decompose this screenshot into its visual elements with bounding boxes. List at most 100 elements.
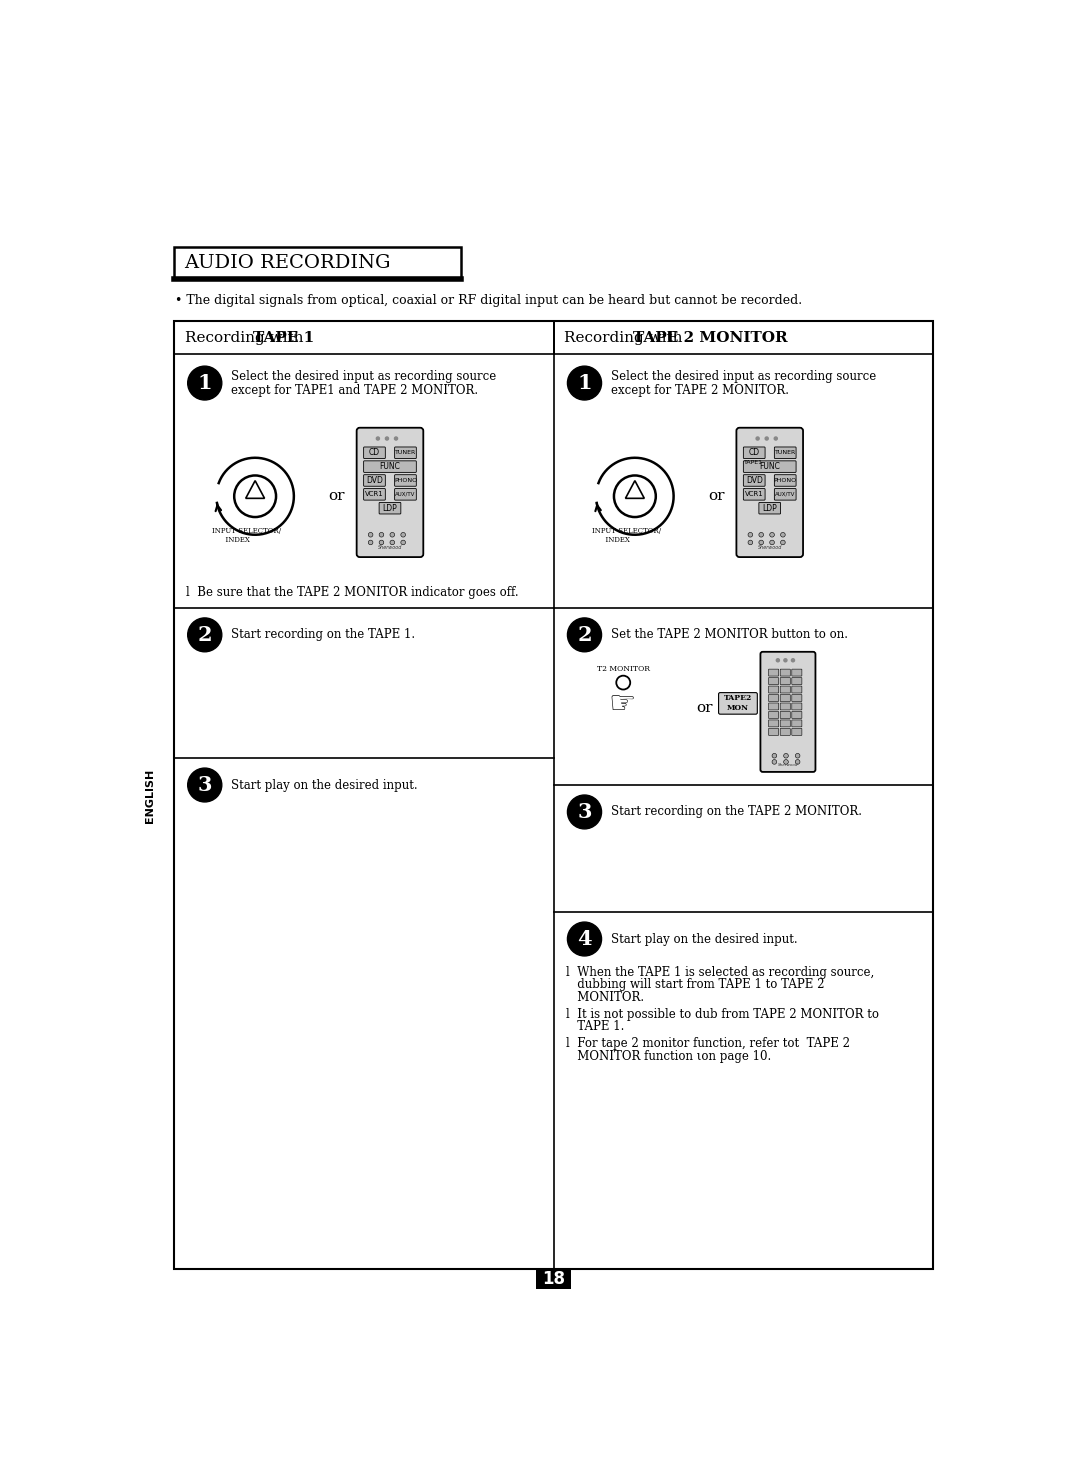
Text: TUNER: TUNER (395, 450, 416, 456)
FancyBboxPatch shape (780, 695, 791, 701)
FancyBboxPatch shape (759, 503, 781, 515)
Text: 2: 2 (577, 624, 592, 645)
Text: except for TAPE 2 MONITOR.: except for TAPE 2 MONITOR. (611, 385, 788, 398)
Text: except for TAPE1 and TAPE 2 MONITOR.: except for TAPE1 and TAPE 2 MONITOR. (231, 385, 478, 398)
Text: LDP: LDP (382, 504, 397, 513)
Text: TAPE 1: TAPE 1 (253, 331, 314, 345)
Circle shape (567, 796, 602, 828)
Text: 3: 3 (577, 802, 592, 822)
Circle shape (795, 753, 800, 759)
Text: DVD: DVD (746, 476, 762, 485)
FancyBboxPatch shape (769, 703, 779, 710)
Circle shape (784, 753, 788, 759)
Circle shape (759, 540, 764, 544)
Text: Sherwood: Sherwood (778, 763, 798, 768)
FancyBboxPatch shape (774, 488, 796, 500)
Circle shape (379, 532, 383, 537)
Circle shape (748, 532, 753, 537)
FancyBboxPatch shape (769, 686, 779, 694)
FancyBboxPatch shape (780, 720, 791, 726)
Circle shape (781, 540, 785, 544)
FancyBboxPatch shape (769, 729, 779, 735)
Circle shape (765, 436, 768, 441)
Text: TUNER: TUNER (774, 450, 796, 456)
FancyBboxPatch shape (792, 686, 801, 694)
Circle shape (567, 367, 602, 399)
Text: TAPE 1.: TAPE 1. (566, 1021, 624, 1034)
Circle shape (401, 540, 405, 544)
Text: 18: 18 (542, 1269, 565, 1288)
FancyBboxPatch shape (792, 703, 801, 710)
FancyBboxPatch shape (780, 729, 791, 735)
Text: Start play on the desired input.: Start play on the desired input. (231, 778, 418, 791)
FancyBboxPatch shape (769, 669, 779, 676)
Text: 1: 1 (577, 373, 592, 393)
Text: T2 MONITOR: T2 MONITOR (597, 664, 650, 673)
Bar (174, 321, 933, 1269)
Text: or: or (697, 701, 713, 714)
Circle shape (386, 436, 389, 441)
Circle shape (617, 676, 631, 689)
Text: 2: 2 (198, 624, 212, 645)
FancyBboxPatch shape (792, 695, 801, 701)
Text: Select the desired input as recording source: Select the desired input as recording so… (231, 370, 497, 383)
Text: Start recording on the TAPE 1.: Start recording on the TAPE 1. (231, 629, 415, 642)
Text: 3: 3 (198, 775, 212, 796)
Text: ENGLISH: ENGLISH (146, 768, 156, 822)
Text: MONITOR.: MONITOR. (566, 991, 644, 1004)
Polygon shape (625, 481, 645, 498)
Circle shape (784, 760, 788, 765)
Circle shape (756, 436, 759, 441)
FancyBboxPatch shape (769, 677, 779, 685)
FancyBboxPatch shape (364, 475, 386, 487)
FancyBboxPatch shape (780, 677, 791, 685)
FancyBboxPatch shape (364, 447, 386, 458)
FancyBboxPatch shape (780, 686, 791, 694)
Text: VCR1: VCR1 (745, 491, 764, 497)
Circle shape (235, 478, 274, 515)
FancyBboxPatch shape (394, 488, 416, 500)
Circle shape (748, 540, 753, 544)
FancyBboxPatch shape (774, 475, 796, 487)
Circle shape (188, 367, 221, 399)
FancyBboxPatch shape (792, 711, 801, 719)
FancyBboxPatch shape (792, 677, 801, 685)
FancyBboxPatch shape (769, 695, 779, 701)
Text: TAPE 2 MONITOR: TAPE 2 MONITOR (633, 331, 787, 345)
Text: DVD: DVD (366, 476, 383, 485)
Circle shape (613, 475, 656, 518)
Text: or: or (328, 490, 345, 503)
Text: l  For tape 2 monitor function, refer tot  TAPE 2: l For tape 2 monitor function, refer tot… (566, 1037, 850, 1050)
Bar (537, 1268, 570, 1290)
Text: CD: CD (748, 448, 760, 457)
FancyBboxPatch shape (379, 503, 401, 515)
Bar (174, 247, 460, 280)
Circle shape (777, 658, 780, 661)
FancyBboxPatch shape (364, 488, 386, 500)
Circle shape (772, 760, 777, 765)
FancyBboxPatch shape (394, 447, 416, 458)
FancyBboxPatch shape (780, 711, 791, 719)
Text: AUX/TV: AUX/TV (395, 493, 416, 497)
Text: CD: CD (369, 448, 380, 457)
Circle shape (781, 532, 785, 537)
FancyBboxPatch shape (769, 711, 779, 719)
Circle shape (188, 768, 221, 802)
Text: 4: 4 (577, 929, 592, 950)
Text: ☞: ☞ (608, 689, 635, 719)
Text: l  It is not possible to dub from TAPE 2 MONITOR to: l It is not possible to dub from TAPE 2 … (566, 1007, 879, 1021)
Circle shape (390, 532, 394, 537)
Text: Start play on the desired input.: Start play on the desired input. (611, 933, 797, 945)
FancyBboxPatch shape (737, 427, 804, 558)
Text: PHONO: PHONO (773, 478, 797, 484)
Text: INPUT SELECTOR/
      INDEX: INPUT SELECTOR/ INDEX (592, 527, 661, 544)
FancyBboxPatch shape (356, 427, 423, 558)
FancyBboxPatch shape (394, 475, 416, 487)
Circle shape (379, 540, 383, 544)
FancyBboxPatch shape (718, 692, 757, 714)
FancyBboxPatch shape (743, 461, 796, 472)
Circle shape (234, 475, 276, 518)
Text: TAPE1: TAPE1 (744, 460, 764, 464)
FancyBboxPatch shape (743, 475, 765, 487)
Circle shape (770, 532, 774, 537)
